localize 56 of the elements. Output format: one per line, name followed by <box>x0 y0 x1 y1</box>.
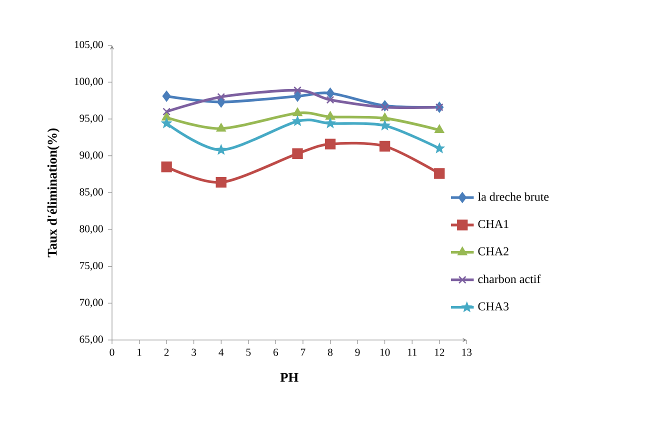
x-tick-label: 9 <box>355 348 360 356</box>
x-tick-label: 0 <box>110 348 114 356</box>
point <box>216 123 226 132</box>
point <box>217 92 226 101</box>
point <box>379 140 390 152</box>
x-tick-label: 11 <box>408 348 417 356</box>
y-tick-label: 95,00 <box>80 114 103 124</box>
y-tick-label: 90,00 <box>80 151 103 160</box>
y-tick-label: 65,00 <box>80 336 103 344</box>
point <box>324 138 336 150</box>
y-tick-label: 105,00 <box>74 40 103 50</box>
x-tick-label: 1 <box>138 348 142 356</box>
y-tick-label: 75,00 <box>80 262 103 271</box>
point <box>292 108 302 116</box>
legend-label: charbon actif <box>478 274 541 284</box>
x-axis-title: PH <box>280 373 298 382</box>
point <box>434 142 446 154</box>
point <box>162 108 171 116</box>
y-tick-label: 80,00 <box>80 225 103 234</box>
x-tick-label: 7 <box>301 348 306 356</box>
point <box>326 88 334 99</box>
y-axis-title: Taux d'élimination(%) <box>47 128 60 258</box>
point <box>380 112 390 122</box>
x-tick-label: 3 <box>192 348 196 356</box>
point <box>215 144 227 155</box>
point <box>324 117 336 128</box>
point <box>293 90 302 102</box>
point <box>434 124 444 134</box>
point <box>380 103 389 112</box>
point <box>162 90 171 102</box>
x-tick-label: 2 <box>164 348 169 356</box>
point <box>294 86 302 94</box>
legend-label: CHA1 <box>478 220 508 228</box>
legend-label: CHA2 <box>478 247 508 256</box>
point <box>326 96 334 104</box>
point <box>162 112 172 121</box>
point <box>216 96 226 108</box>
legend-label: CHA3 <box>478 302 509 310</box>
x-tick-label: 8 <box>328 348 333 356</box>
y-tick-label: 100,00 <box>74 78 103 87</box>
point <box>292 115 304 126</box>
y-tick-label: 70,00 <box>80 298 103 308</box>
x-tick-label: 12 <box>434 348 444 356</box>
point <box>292 148 303 159</box>
y-tick-label: 85,00 <box>80 188 103 198</box>
point <box>326 111 335 120</box>
legend-label: la dreche brute <box>478 192 549 201</box>
point <box>160 117 172 128</box>
point <box>161 162 172 172</box>
x-tick-label: 10 <box>380 348 390 356</box>
x-tick-label: 4 <box>218 348 224 356</box>
x-tick-label: 6 <box>273 348 278 356</box>
x-tick-label: 5 <box>246 348 251 356</box>
x-tick-label: 13 <box>462 348 472 356</box>
point <box>434 168 445 179</box>
point <box>216 177 226 188</box>
